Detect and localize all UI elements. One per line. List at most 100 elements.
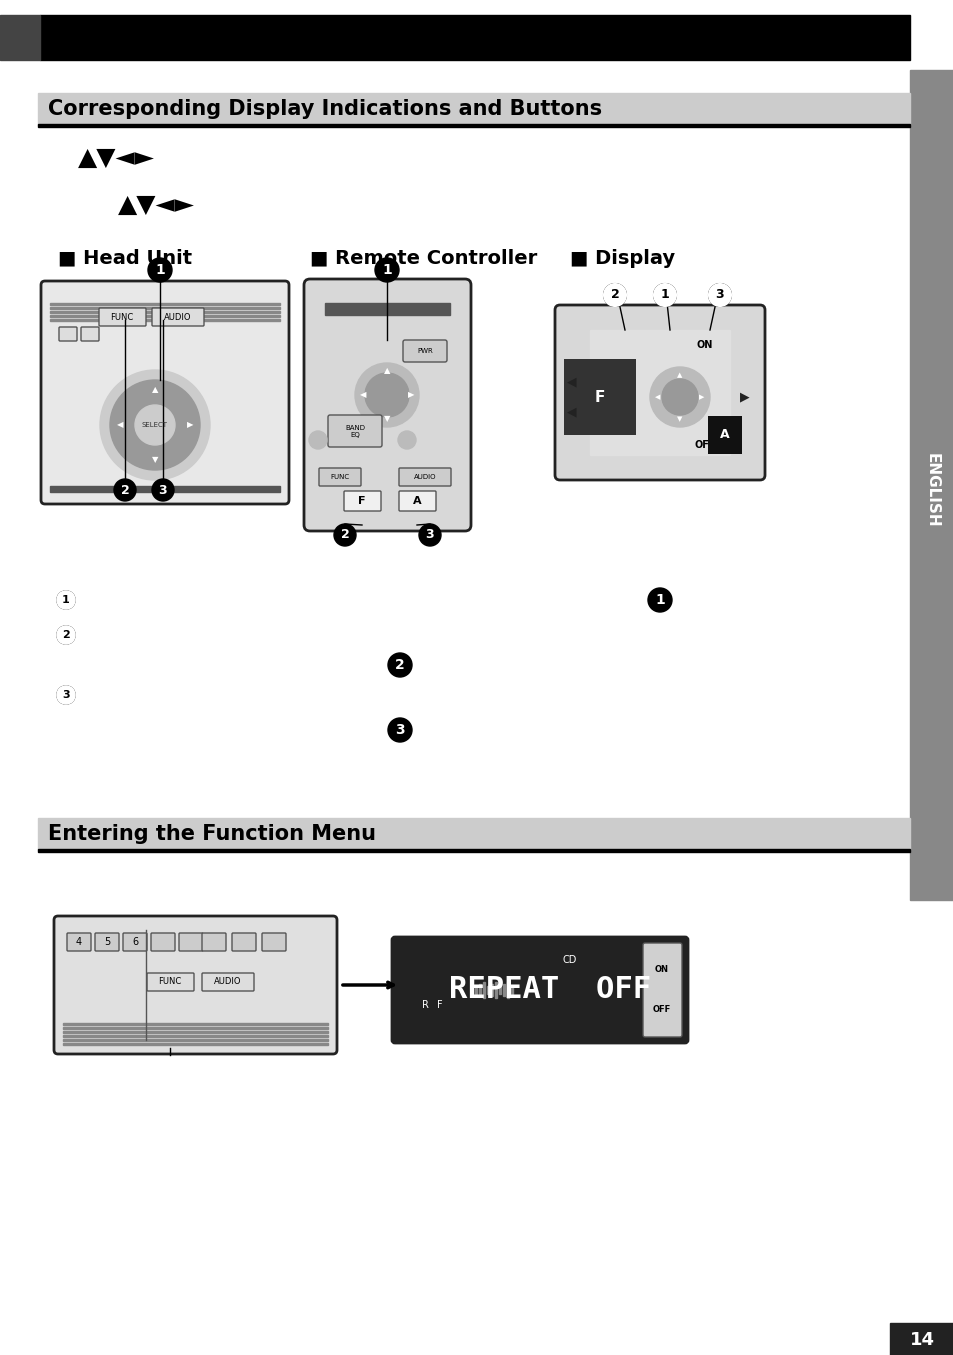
Bar — [491, 984, 493, 996]
Circle shape — [661, 379, 698, 415]
FancyBboxPatch shape — [59, 327, 77, 341]
Text: 2: 2 — [610, 289, 618, 302]
Circle shape — [100, 370, 210, 480]
Text: ▲▼◄►: ▲▼◄► — [78, 146, 154, 169]
Bar — [50, 304, 280, 305]
Circle shape — [708, 285, 730, 306]
Text: A: A — [720, 428, 729, 442]
FancyBboxPatch shape — [152, 308, 204, 327]
Text: R: R — [421, 1000, 428, 1009]
Bar — [889, 1322, 953, 1355]
Text: AUDIO: AUDIO — [414, 474, 436, 480]
Bar — [478, 984, 480, 996]
Text: ◀: ◀ — [567, 375, 577, 389]
Text: AUDIO: AUDIO — [214, 977, 241, 986]
Bar — [38, 818, 909, 850]
FancyBboxPatch shape — [81, 327, 99, 341]
Circle shape — [110, 379, 200, 470]
Circle shape — [418, 524, 440, 546]
FancyBboxPatch shape — [123, 934, 147, 951]
Text: 4: 4 — [76, 938, 82, 947]
Bar — [511, 986, 513, 995]
Text: F: F — [594, 389, 604, 405]
FancyBboxPatch shape — [555, 305, 764, 480]
Text: F: F — [358, 496, 365, 505]
Text: ◀: ◀ — [655, 394, 660, 400]
Circle shape — [388, 653, 412, 678]
Circle shape — [397, 431, 416, 449]
Circle shape — [309, 431, 327, 449]
Bar — [506, 982, 509, 999]
Text: 3: 3 — [395, 724, 404, 737]
Circle shape — [647, 588, 671, 612]
Text: ▲: ▲ — [383, 366, 390, 375]
Circle shape — [603, 285, 625, 306]
Bar — [0, 15, 40, 60]
Bar — [38, 93, 909, 125]
Text: ▶: ▶ — [699, 394, 704, 400]
Text: SELECT: SELECT — [142, 421, 168, 428]
Text: ▲: ▲ — [677, 373, 682, 378]
Text: FUNC: FUNC — [158, 977, 181, 986]
Text: 1: 1 — [155, 263, 165, 276]
Circle shape — [649, 367, 709, 427]
Text: ▲: ▲ — [152, 386, 158, 394]
Bar — [63, 1031, 328, 1033]
Text: ■ Display: ■ Display — [569, 248, 675, 267]
Bar — [63, 1039, 328, 1041]
Circle shape — [365, 373, 409, 417]
Circle shape — [152, 480, 173, 501]
Bar — [495, 982, 497, 999]
FancyBboxPatch shape — [95, 934, 119, 951]
Text: 5: 5 — [104, 938, 110, 947]
FancyBboxPatch shape — [232, 934, 255, 951]
FancyBboxPatch shape — [344, 491, 380, 511]
FancyBboxPatch shape — [41, 280, 289, 504]
Circle shape — [135, 405, 174, 444]
Text: 14: 14 — [908, 1331, 934, 1350]
Text: 2: 2 — [120, 484, 130, 496]
FancyBboxPatch shape — [147, 973, 193, 991]
FancyBboxPatch shape — [202, 973, 253, 991]
Circle shape — [375, 257, 398, 282]
Text: Entering the Function Menu: Entering the Function Menu — [48, 824, 375, 844]
Bar — [589, 331, 729, 455]
Bar — [482, 982, 484, 999]
Bar — [498, 986, 500, 995]
FancyBboxPatch shape — [304, 279, 471, 531]
Text: Corresponding Display Indications and Buttons: Corresponding Display Indications and Bu… — [48, 99, 601, 119]
Text: ▶: ▶ — [187, 420, 193, 430]
Bar — [50, 312, 280, 313]
Text: ▶: ▶ — [407, 390, 414, 400]
FancyBboxPatch shape — [398, 491, 436, 511]
Text: ▼: ▼ — [152, 455, 158, 465]
Text: BAND
EQ: BAND EQ — [345, 424, 365, 438]
Bar — [50, 314, 280, 317]
Text: 1: 1 — [62, 595, 70, 604]
Text: ENGLISH: ENGLISH — [923, 453, 939, 527]
Text: 6: 6 — [132, 938, 138, 947]
Text: FUNC: FUNC — [330, 474, 349, 480]
Circle shape — [57, 591, 75, 608]
FancyBboxPatch shape — [402, 340, 447, 362]
Text: ON: ON — [655, 966, 668, 974]
Bar — [50, 318, 280, 321]
Text: ■ Remote Controller: ■ Remote Controller — [310, 248, 537, 267]
Bar — [63, 1035, 328, 1037]
FancyBboxPatch shape — [318, 467, 360, 486]
Bar — [50, 308, 280, 309]
Text: OFF: OFF — [652, 1005, 670, 1015]
Circle shape — [654, 285, 676, 306]
Circle shape — [334, 524, 355, 546]
FancyBboxPatch shape — [328, 415, 381, 447]
Bar — [63, 1023, 328, 1024]
Text: 3: 3 — [425, 528, 434, 542]
Bar — [325, 304, 450, 314]
Text: 3: 3 — [62, 690, 70, 701]
Text: A: A — [413, 496, 421, 505]
Text: CD: CD — [562, 955, 577, 965]
Text: 2: 2 — [395, 659, 404, 672]
Bar — [63, 1043, 328, 1045]
Bar — [909, 70, 953, 900]
Text: REPEAT  OFF: REPEAT OFF — [449, 976, 650, 1004]
